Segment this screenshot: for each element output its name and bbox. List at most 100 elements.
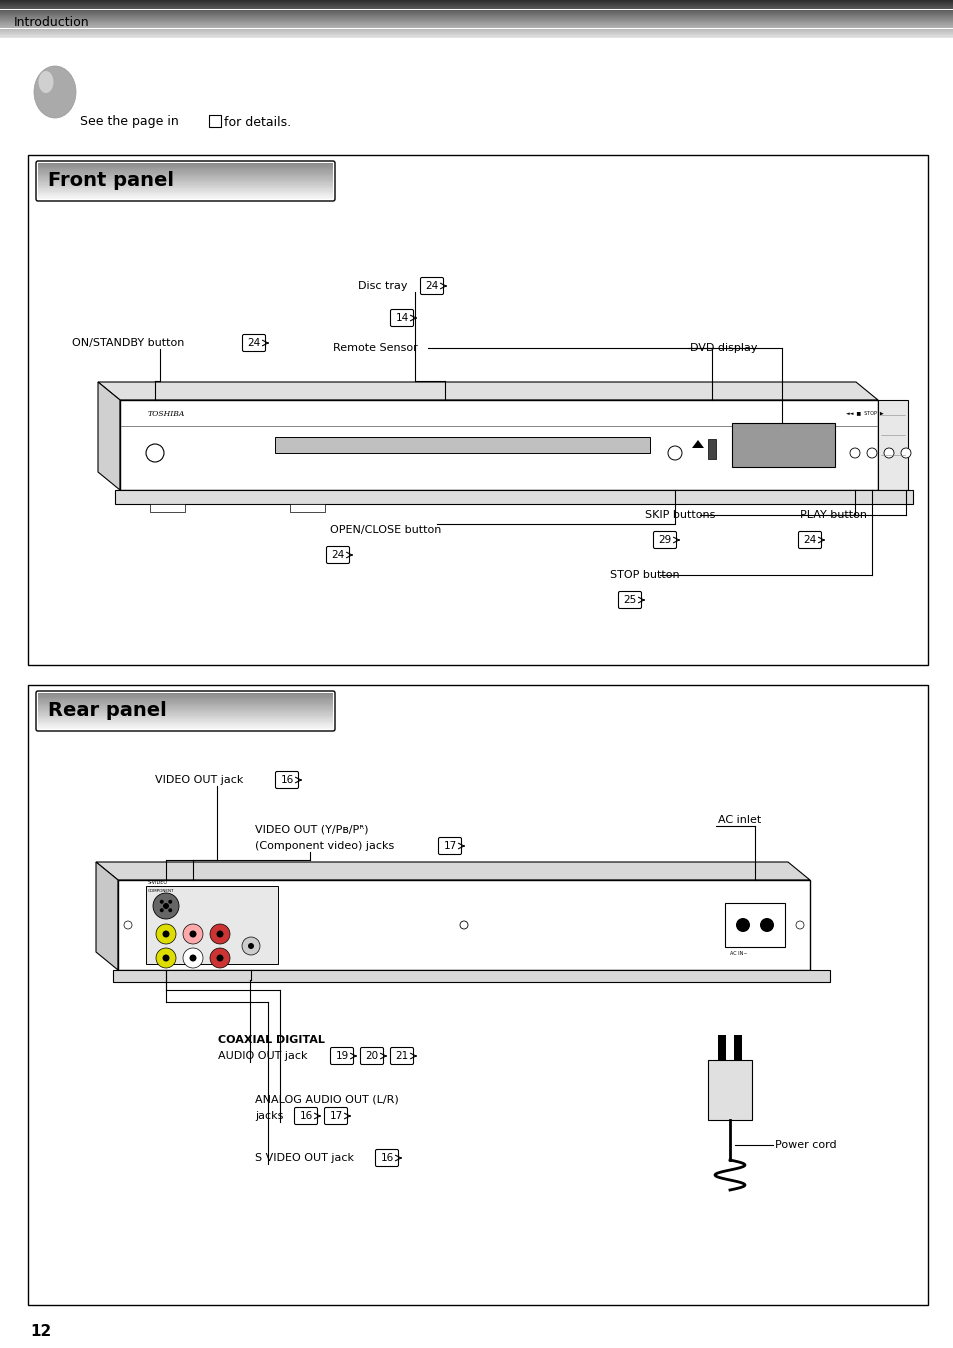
FancyBboxPatch shape bbox=[360, 1047, 383, 1065]
Bar bbox=[290, 504, 325, 512]
Text: SKIP buttons: SKIP buttons bbox=[644, 510, 715, 520]
Circle shape bbox=[152, 892, 179, 919]
Bar bbox=[28, 155, 927, 665]
Text: 29: 29 bbox=[658, 535, 671, 545]
Polygon shape bbox=[96, 861, 118, 971]
Text: Disc tray: Disc tray bbox=[357, 280, 407, 291]
Circle shape bbox=[190, 930, 196, 937]
Text: 16: 16 bbox=[299, 1111, 313, 1122]
Circle shape bbox=[183, 923, 203, 944]
FancyBboxPatch shape bbox=[798, 531, 821, 549]
FancyBboxPatch shape bbox=[438, 837, 461, 855]
Text: 16: 16 bbox=[380, 1153, 394, 1163]
Text: Remote Sensor: Remote Sensor bbox=[333, 342, 417, 353]
Circle shape bbox=[183, 948, 203, 968]
Circle shape bbox=[795, 921, 803, 929]
FancyBboxPatch shape bbox=[324, 1108, 347, 1124]
Circle shape bbox=[248, 944, 253, 949]
Text: AC inlet: AC inlet bbox=[718, 816, 760, 825]
Polygon shape bbox=[691, 439, 703, 448]
FancyBboxPatch shape bbox=[330, 1047, 354, 1065]
Text: 17: 17 bbox=[443, 841, 456, 851]
Bar bbox=[112, 971, 829, 981]
Polygon shape bbox=[96, 861, 809, 880]
Bar bbox=[150, 504, 185, 512]
FancyBboxPatch shape bbox=[375, 1150, 398, 1166]
Bar bbox=[120, 400, 877, 491]
Text: AC IN~: AC IN~ bbox=[729, 950, 747, 956]
Circle shape bbox=[168, 899, 172, 903]
Text: STOP button: STOP button bbox=[609, 570, 679, 580]
Ellipse shape bbox=[38, 71, 53, 93]
FancyBboxPatch shape bbox=[390, 1047, 413, 1065]
Text: OPEN/CLOSE button: OPEN/CLOSE button bbox=[330, 524, 441, 535]
Bar bbox=[118, 880, 809, 971]
Circle shape bbox=[242, 937, 260, 954]
Text: Rear panel: Rear panel bbox=[48, 701, 167, 720]
Circle shape bbox=[159, 899, 164, 903]
Text: 24: 24 bbox=[802, 535, 816, 545]
Text: ON/STANDBY button: ON/STANDBY button bbox=[71, 338, 184, 348]
Text: VIDEO OUT jack: VIDEO OUT jack bbox=[154, 775, 243, 785]
Polygon shape bbox=[98, 381, 877, 400]
Bar bbox=[209, 115, 221, 127]
Bar bbox=[274, 437, 649, 453]
Text: (Component video) jacks: (Component video) jacks bbox=[254, 841, 394, 851]
FancyBboxPatch shape bbox=[326, 546, 349, 563]
Text: 21: 21 bbox=[395, 1051, 408, 1061]
FancyBboxPatch shape bbox=[242, 334, 265, 352]
Bar bbox=[724, 903, 784, 948]
FancyBboxPatch shape bbox=[275, 771, 298, 789]
Circle shape bbox=[849, 448, 859, 458]
Text: 24: 24 bbox=[247, 338, 260, 348]
Bar bbox=[707, 1060, 751, 1120]
Text: VIDEO OUT (Y/Pʙ/Pᴿ): VIDEO OUT (Y/Pʙ/Pᴿ) bbox=[254, 825, 368, 834]
Circle shape bbox=[216, 930, 223, 937]
FancyBboxPatch shape bbox=[294, 1108, 317, 1124]
Text: COAXIAL DIGITAL: COAXIAL DIGITAL bbox=[218, 1035, 325, 1045]
Circle shape bbox=[216, 954, 223, 961]
Ellipse shape bbox=[34, 66, 76, 119]
Bar bbox=[28, 685, 927, 1305]
Circle shape bbox=[735, 918, 749, 931]
Text: 17: 17 bbox=[329, 1111, 342, 1122]
Circle shape bbox=[866, 448, 876, 458]
Circle shape bbox=[883, 448, 893, 458]
FancyBboxPatch shape bbox=[390, 310, 413, 326]
FancyBboxPatch shape bbox=[420, 278, 443, 294]
Circle shape bbox=[162, 954, 170, 961]
Text: 16: 16 bbox=[280, 775, 294, 785]
Text: Introduction: Introduction bbox=[14, 15, 90, 28]
Polygon shape bbox=[98, 381, 120, 491]
Circle shape bbox=[156, 948, 175, 968]
Text: AUDIO OUT jack: AUDIO OUT jack bbox=[218, 1051, 307, 1061]
Bar bbox=[718, 1035, 725, 1060]
Text: TOSHIBA: TOSHIBA bbox=[148, 410, 185, 418]
Circle shape bbox=[459, 921, 468, 929]
Circle shape bbox=[190, 954, 196, 961]
Text: ◄◄  ■  STOP  ▶: ◄◄ ■ STOP ▶ bbox=[845, 410, 882, 415]
Bar bbox=[146, 886, 277, 964]
Text: Power cord: Power cord bbox=[774, 1140, 836, 1150]
Bar bbox=[733, 1035, 741, 1060]
Bar bbox=[877, 400, 907, 491]
Text: 24: 24 bbox=[425, 280, 438, 291]
Text: ANALOG AUDIO OUT (L/R): ANALOG AUDIO OUT (L/R) bbox=[254, 1095, 398, 1105]
Circle shape bbox=[162, 930, 170, 937]
Text: S VIDEO OUT jack: S VIDEO OUT jack bbox=[254, 1153, 354, 1163]
Circle shape bbox=[210, 923, 230, 944]
Circle shape bbox=[124, 921, 132, 929]
Circle shape bbox=[900, 448, 910, 458]
Text: COMPONENT: COMPONENT bbox=[148, 888, 174, 892]
Circle shape bbox=[159, 909, 164, 913]
Circle shape bbox=[156, 923, 175, 944]
Circle shape bbox=[210, 948, 230, 968]
Circle shape bbox=[667, 446, 681, 460]
Text: for details.: for details. bbox=[224, 116, 291, 128]
FancyBboxPatch shape bbox=[618, 592, 640, 608]
Text: 25: 25 bbox=[622, 594, 636, 605]
Text: 19: 19 bbox=[335, 1051, 348, 1061]
Circle shape bbox=[146, 443, 164, 462]
Text: 12: 12 bbox=[30, 1325, 51, 1340]
Text: 24: 24 bbox=[331, 550, 344, 559]
